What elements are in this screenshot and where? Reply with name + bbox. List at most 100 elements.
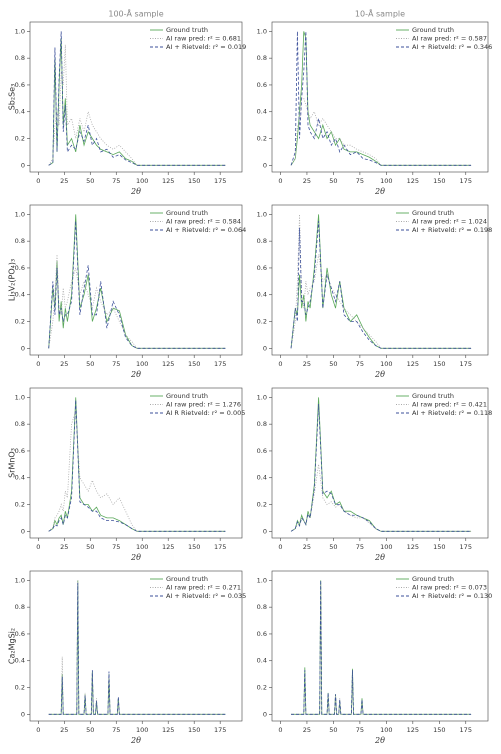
x-tick-label: 25 — [303, 360, 311, 368]
x-tick-label: 100 — [380, 726, 392, 734]
y-tick-label: 0.2 — [15, 684, 25, 692]
x-tick-label: 50 — [329, 360, 337, 368]
series-line — [290, 397, 472, 532]
plot-frame — [271, 570, 489, 722]
series-line — [48, 400, 226, 532]
y-tick-label: 1.0 — [15, 393, 25, 401]
x-tick-label: 175 — [460, 726, 472, 734]
x-tick-label: 125 — [162, 177, 174, 185]
plot-frame — [271, 204, 489, 356]
y-tick-label: 0.2 — [257, 135, 267, 143]
series-line — [290, 31, 472, 166]
column-title: 100-Å sample — [108, 8, 163, 19]
row-label: Li₃V₂(PO₄)₃ — [8, 259, 17, 301]
column-title: 10-Å sample — [355, 8, 405, 19]
x-tick-label: 25 — [303, 726, 311, 734]
legend-label: Ground truth — [412, 26, 454, 34]
legend-label: Ground truth — [166, 575, 208, 583]
plot-frame — [271, 387, 489, 539]
x-tick-label: 150 — [188, 360, 200, 368]
y-tick-label: 0.2 — [257, 684, 267, 692]
x-tick-label: 125 — [162, 360, 174, 368]
legend-label: Ground truth — [412, 209, 454, 217]
y-tick-label: 1.0 — [15, 27, 25, 35]
x-tick-label: 0 — [36, 360, 40, 368]
plot-frame — [271, 21, 489, 173]
x-tick-label: 25 — [60, 177, 68, 185]
x-tick-label: 150 — [188, 177, 200, 185]
series-line — [48, 580, 226, 715]
y-tick-label: 0.8 — [15, 54, 25, 62]
y-tick-label: 0.6 — [257, 81, 267, 89]
x-tick-label: 150 — [433, 360, 445, 368]
legend-label: AI raw pred: r² = 0.271 — [166, 584, 241, 592]
series-line — [290, 31, 472, 166]
y-tick-label: 0.8 — [15, 420, 25, 428]
x-tick-label: 100 — [380, 177, 392, 185]
legend-label: Ground truth — [166, 392, 208, 400]
x-tick-label: 175 — [460, 543, 472, 551]
plot-frame — [29, 387, 243, 539]
series-line — [48, 410, 226, 532]
legend-label: AI + Rietveld: r² = 0.118 — [412, 409, 492, 417]
x-tick-label: 100 — [380, 360, 392, 368]
x-tick-label: 100 — [136, 543, 148, 551]
x-tick-label: 50 — [86, 726, 94, 734]
x-tick-label: 75 — [356, 543, 364, 551]
x-tick-label: 125 — [162, 543, 174, 551]
x-axis-label: 2θ — [130, 736, 141, 745]
y-tick-label: 0.6 — [15, 81, 25, 89]
x-tick-label: 125 — [407, 177, 419, 185]
x-tick-label: 25 — [303, 543, 311, 551]
x-axis-label: 2θ — [130, 553, 141, 562]
y-tick-label: 0.4 — [257, 291, 267, 299]
x-tick-label: 0 — [278, 360, 282, 368]
y-tick-label: 1.0 — [15, 576, 25, 584]
x-axis-label: 2θ — [374, 187, 385, 196]
x-tick-label: 75 — [356, 360, 364, 368]
y-tick-label: 0.2 — [257, 318, 267, 326]
x-tick-label: 50 — [86, 177, 94, 185]
y-tick-label: 1.0 — [15, 210, 25, 218]
y-tick-label: 0.8 — [257, 237, 267, 245]
x-axis-label: 2θ — [130, 370, 141, 379]
legend-label: AI + Rietveld: r² = 0.130 — [412, 592, 492, 600]
legend-label: AI raw pred: r² = 0.681 — [166, 35, 241, 43]
y-tick-label: 0.6 — [15, 630, 25, 638]
x-axis-label: 2θ — [374, 736, 385, 745]
legend-label: Ground truth — [166, 26, 208, 34]
series-line — [291, 580, 472, 715]
x-tick-label: 50 — [86, 543, 94, 551]
x-tick-label: 100 — [136, 177, 148, 185]
x-tick-label: 50 — [329, 726, 337, 734]
x-tick-label: 175 — [460, 360, 472, 368]
y-tick-label: 0.4 — [257, 474, 267, 482]
legend-label: AI raw pred: r² = 0.584 — [166, 218, 241, 226]
x-tick-label: 175 — [214, 177, 226, 185]
x-tick-label: 50 — [329, 177, 337, 185]
x-tick-label: 125 — [162, 726, 174, 734]
x-tick-label: 100 — [136, 360, 148, 368]
y-tick-label: 1.0 — [257, 393, 267, 401]
plot-frame — [29, 570, 243, 722]
x-tick-label: 175 — [214, 360, 226, 368]
y-tick-label: 0 — [263, 344, 267, 352]
x-tick-label: 125 — [407, 360, 419, 368]
x-tick-label: 125 — [407, 726, 419, 734]
x-tick-label: 150 — [433, 543, 445, 551]
plot-frame — [29, 21, 243, 173]
x-tick-label: 125 — [407, 543, 419, 551]
y-tick-label: 1.0 — [257, 27, 267, 35]
legend-label: AI raw pred: r² = 0.421 — [412, 401, 487, 409]
legend-label: Ground truth — [166, 209, 208, 217]
series-line — [48, 397, 226, 532]
y-tick-label: 0 — [263, 527, 267, 535]
x-tick-label: 75 — [112, 177, 120, 185]
plot-frame — [29, 204, 243, 356]
row-label: Sb₂Se₃ — [8, 84, 17, 111]
y-tick-label: 0 — [263, 161, 267, 169]
legend-label: AI raw pred: r² = 1.276 — [166, 401, 241, 409]
series-line — [290, 221, 472, 349]
legend-label: AI + Rietveld: r² = 0.019 — [166, 43, 246, 51]
y-tick-label: 0.8 — [15, 603, 25, 611]
